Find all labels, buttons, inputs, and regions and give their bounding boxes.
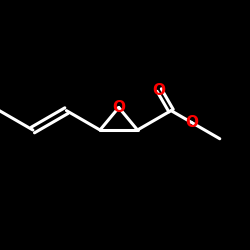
Text: O: O [153,82,166,98]
Text: O: O [112,100,125,115]
Text: O: O [185,115,198,130]
